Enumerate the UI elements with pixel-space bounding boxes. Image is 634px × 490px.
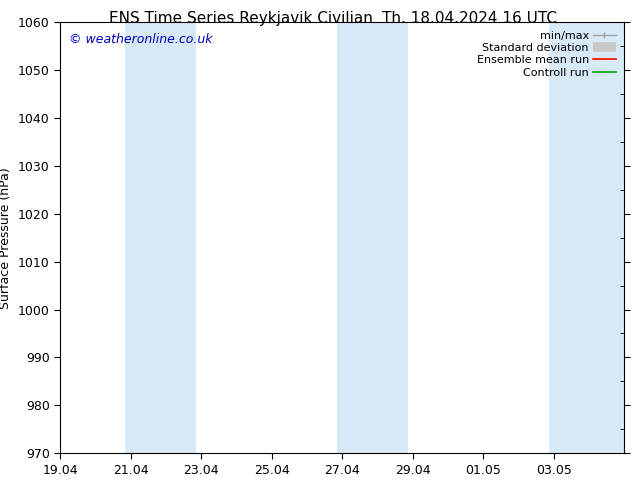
- Legend: min/max, Standard deviation, Ensemble mean run, Controll run: min/max, Standard deviation, Ensemble me…: [474, 27, 619, 81]
- Y-axis label: Surface Pressure (hPa): Surface Pressure (hPa): [0, 167, 13, 309]
- Text: Th. 18.04.2024 16 UTC: Th. 18.04.2024 16 UTC: [382, 11, 557, 26]
- Text: ENS Time Series Reykjavik Civilian: ENS Time Series Reykjavik Civilian: [109, 11, 373, 26]
- Bar: [548, 22, 624, 453]
- Text: © weatheronline.co.uk: © weatheronline.co.uk: [68, 33, 212, 46]
- Bar: [337, 22, 408, 453]
- Bar: [126, 22, 196, 453]
